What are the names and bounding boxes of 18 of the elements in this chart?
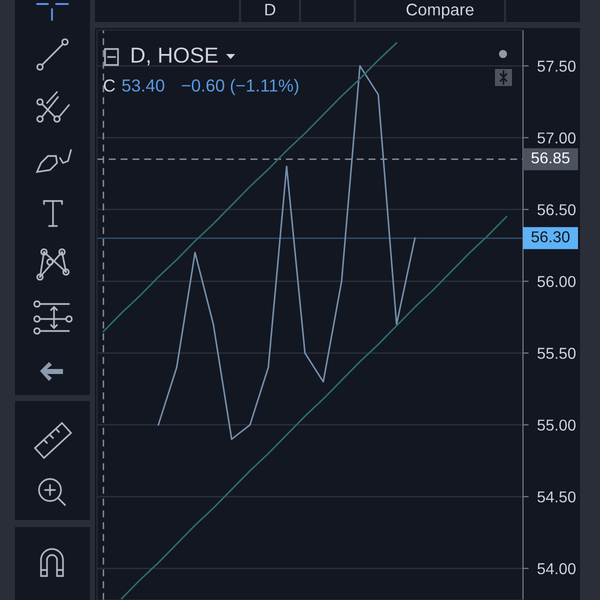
ref-line-label: 56.85 (531, 152, 570, 164)
ref-line-label: 56.30 (531, 231, 570, 242)
annotation: C (104, 79, 115, 92)
line-series (120, 216, 508, 600)
y-tick-label: 56.00 (538, 276, 576, 288)
y-tick-label: 57.50 (538, 60, 576, 72)
y-tick-label: 55.50 (538, 348, 576, 359)
y-tick-label: 54.00 (538, 563, 576, 574)
text: D (265, 4, 276, 16)
y-tick-label: 57.00 (538, 132, 576, 144)
line-series (102, 42, 398, 332)
text: D, HOSE (132, 48, 218, 66)
y-tick-label: 56.50 (538, 204, 576, 216)
annotation: 53.40 (122, 79, 164, 92)
text: Compare (406, 4, 474, 19)
y-tick-label: 55.00 (538, 420, 576, 431)
y-tick-label: 54.50 (538, 491, 576, 502)
annotation: −0.60 (−1.11%) (182, 78, 298, 96)
